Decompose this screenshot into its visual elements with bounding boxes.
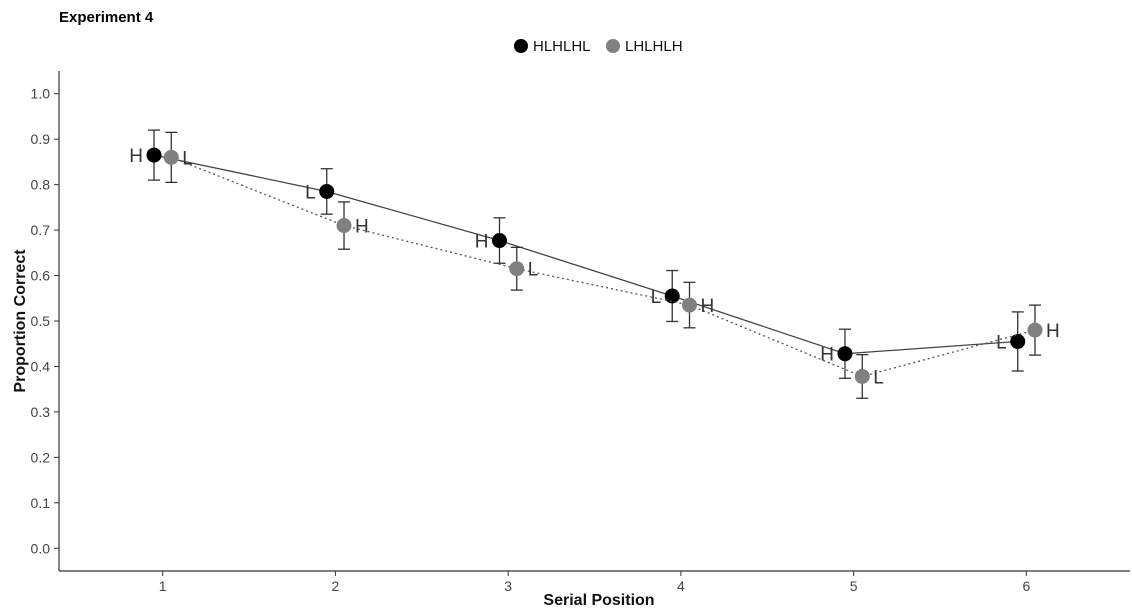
y-tick-label: 0.8 [31,177,51,193]
legend-label: HLHLHL [533,38,591,55]
data-point [146,147,162,163]
y-tick-label: 0.0 [31,540,51,556]
data-point [336,218,352,234]
x-tick-label: 3 [504,578,512,594]
point-label: H [129,146,143,167]
series-layer: H L H L H LL H L H L H [129,129,1060,399]
x-tick-label: 5 [850,578,858,594]
data-point [682,297,698,313]
point-label: L [528,260,539,281]
series-HLHLHL: H L H L H L [129,129,1026,379]
data-point [854,368,870,384]
data-point [1027,322,1043,338]
point-label: H [475,232,489,253]
data-point [837,346,853,362]
x-tick-label: 2 [331,578,339,594]
chart-title: Experiment 4 [59,9,154,26]
point-label: L [996,332,1007,353]
x-ticks: 1 2 3 4 5 6 [159,571,1030,594]
data-point [319,183,335,199]
legend-marker [606,39,620,53]
point-label: H [820,345,834,366]
y-tick-label: 0.2 [31,449,51,465]
data-point [509,261,525,277]
data-point [1010,333,1026,349]
series-line [171,156,1036,378]
point-label: H [355,217,369,238]
y-tick-label: 0.3 [31,404,51,420]
legend: HLHLHL LHLHLH [514,38,683,55]
data-point [664,288,680,304]
x-tick-label: 6 [1022,578,1030,594]
data-point [163,149,179,165]
point-label: L [182,148,193,169]
y-tick-label: 1.0 [31,86,51,102]
legend-label: LHLHLH [625,38,683,55]
y-tick-label: 0.6 [31,268,51,284]
data-point [491,233,507,249]
y-tick-label: 0.5 [31,313,51,329]
y-tick-label: 0.4 [31,358,51,374]
point-label: L [873,367,884,388]
y-axis-title: Proportion Correct [12,249,29,393]
y-tick-label: 0.9 [31,131,51,147]
point-label: L [305,182,316,203]
x-tick-label: 1 [159,578,167,594]
y-ticks: 0.0 0.1 0.2 0.3 0.4 0.5 0.6 0.7 0.8 0.9 1.0 [31,86,59,556]
x-axis-title: Serial Position [543,592,654,608]
point-label: H [1046,321,1060,342]
y-tick-label: 0.1 [31,495,51,511]
legend-marker [514,39,528,53]
x-tick-label: 4 [677,578,685,594]
y-tick-label: 0.7 [31,222,51,238]
series-LHLHLH: L H L H L H [163,131,1060,399]
point-label: H [701,296,715,317]
series-line [153,154,1018,355]
